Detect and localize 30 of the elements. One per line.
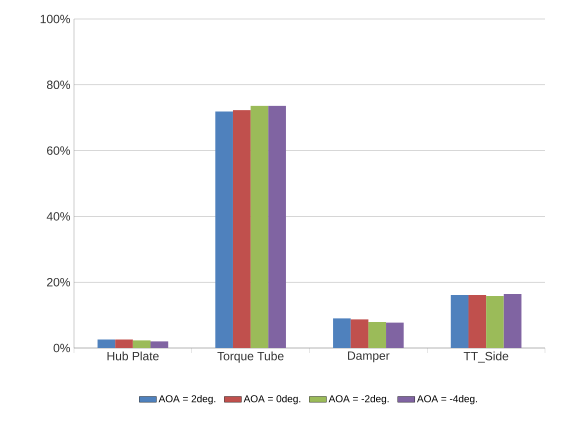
bar xyxy=(132,340,151,348)
legend-label: AOA = 2deg. xyxy=(158,394,216,404)
x-tick-label: Torque Tube xyxy=(217,352,284,363)
bar xyxy=(504,294,522,348)
bar xyxy=(215,111,233,348)
bar xyxy=(333,318,351,348)
bar xyxy=(115,339,133,348)
bar xyxy=(386,322,404,348)
legend-label: AOA = -2deg. xyxy=(328,394,389,404)
legend-label: AOA = 0deg. xyxy=(244,394,300,404)
x-tick-label: TT_Side xyxy=(464,352,508,363)
x-tick-label: Damper xyxy=(348,352,390,362)
y-tick-label: 0% xyxy=(54,344,70,352)
bar xyxy=(268,106,286,348)
y-tick-label: 40% xyxy=(46,212,70,221)
bar xyxy=(468,295,486,348)
bar xyxy=(450,295,468,348)
bar xyxy=(250,106,268,348)
x-tick-label: Hub Plate xyxy=(108,352,159,360)
bar xyxy=(350,319,368,348)
bar xyxy=(368,322,386,348)
bar xyxy=(232,110,251,348)
bar xyxy=(486,296,504,348)
y-tick-label: 20% xyxy=(47,278,70,286)
legend-label: AOA = -4deg. xyxy=(417,394,477,404)
y-tick-label: 60% xyxy=(47,146,70,155)
bar xyxy=(150,341,168,348)
y-tick-label: 100% xyxy=(40,14,70,24)
y-tick-label: 80% xyxy=(46,80,70,90)
bar xyxy=(98,339,116,348)
